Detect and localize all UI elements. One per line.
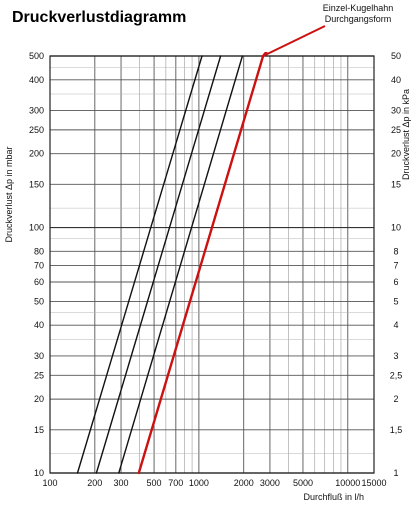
y-tick-label-left: 500 <box>29 51 44 61</box>
y-tick-label-right: 50 <box>391 51 401 61</box>
y-tick-label-left: 100 <box>29 223 44 233</box>
y-tick-label-right: 25 <box>391 125 401 135</box>
y-tick-label-left: 300 <box>29 105 44 115</box>
y-tick-label-right: 1 <box>393 468 398 478</box>
x-axis-label: Durchfluß in l/h <box>303 492 364 502</box>
x-tick-label: 2000 <box>234 478 254 488</box>
grid-layer <box>49 55 375 474</box>
y-tick-label-right: 40 <box>391 75 401 85</box>
y-axis-label-left: Druckverlust Δp in mbar <box>4 146 14 242</box>
y-tick-label-left: 20 <box>34 394 44 404</box>
x-tick-label: 15000 <box>361 478 386 488</box>
y-tick-label-left: 400 <box>29 75 44 85</box>
annotation-leader-line <box>262 25 326 57</box>
y-tick-label-left: 15 <box>34 425 44 435</box>
y-tick-label-right: 6 <box>393 277 398 287</box>
x-tick-label: 3000 <box>260 478 280 488</box>
y-axis-label-right: Druckverlust Δp in kPa <box>401 89 411 180</box>
y-tick-label-right: 1,5 <box>390 425 403 435</box>
y-tick-label-left: 200 <box>29 149 44 159</box>
y-tick-label-left: 70 <box>34 261 44 271</box>
x-tick-label: 100 <box>42 478 57 488</box>
tick-layer: 100 200 300 500 700 1000 2000 3000 5000 10000 1500… <box>4 51 411 502</box>
y-tick-label-left: 30 <box>34 351 44 361</box>
y-tick-label-right: 20 <box>391 149 401 159</box>
y-tick-label-right: 5 <box>393 296 398 306</box>
annotation-line-1: Einzel-Kugelhahn <box>323 3 394 13</box>
y-tick-label-left: 250 <box>29 125 44 135</box>
chart-title: Druckverlustdiagramm <box>12 9 187 26</box>
y-tick-label-left: 25 <box>34 370 44 380</box>
y-tick-label-right: 7 <box>393 261 398 271</box>
x-tick-label: 500 <box>147 478 162 488</box>
ball-valve-curve <box>137 52 268 475</box>
y-tick-label-right: 15 <box>391 179 401 189</box>
y-tick-label-left: 150 <box>29 179 44 189</box>
series-line-2 <box>95 55 222 474</box>
y-tick-label-left: 80 <box>34 246 44 256</box>
y-tick-label-right: 10 <box>391 223 401 233</box>
y-tick-label-left: 40 <box>34 320 44 330</box>
series-line-3 <box>118 55 244 474</box>
y-tick-label-right: 30 <box>391 105 401 115</box>
y-tick-label-right: 8 <box>393 246 398 256</box>
x-tick-label: 1000 <box>189 478 209 488</box>
x-tick-label: 700 <box>168 478 183 488</box>
x-tick-label: 10000 <box>335 478 360 488</box>
x-tick-label: 5000 <box>293 478 313 488</box>
y-tick-label-left: 50 <box>34 296 44 306</box>
plot-frame <box>49 55 375 474</box>
series-layer <box>76 52 268 475</box>
y-tick-label-left: 10 <box>34 468 44 478</box>
y-tick-label-right: 4 <box>393 320 398 330</box>
y-tick-label-right: 2 <box>393 394 398 404</box>
y-tick-label-right: 2,5 <box>390 370 403 380</box>
x-tick-label: 200 <box>87 478 102 488</box>
x-tick-label: 300 <box>114 478 129 488</box>
y-tick-label-right: 3 <box>393 351 398 361</box>
annotation-line-2: Durchgangsform <box>325 14 392 24</box>
series-line-1 <box>76 55 203 474</box>
y-tick-label-left: 60 <box>34 277 44 287</box>
